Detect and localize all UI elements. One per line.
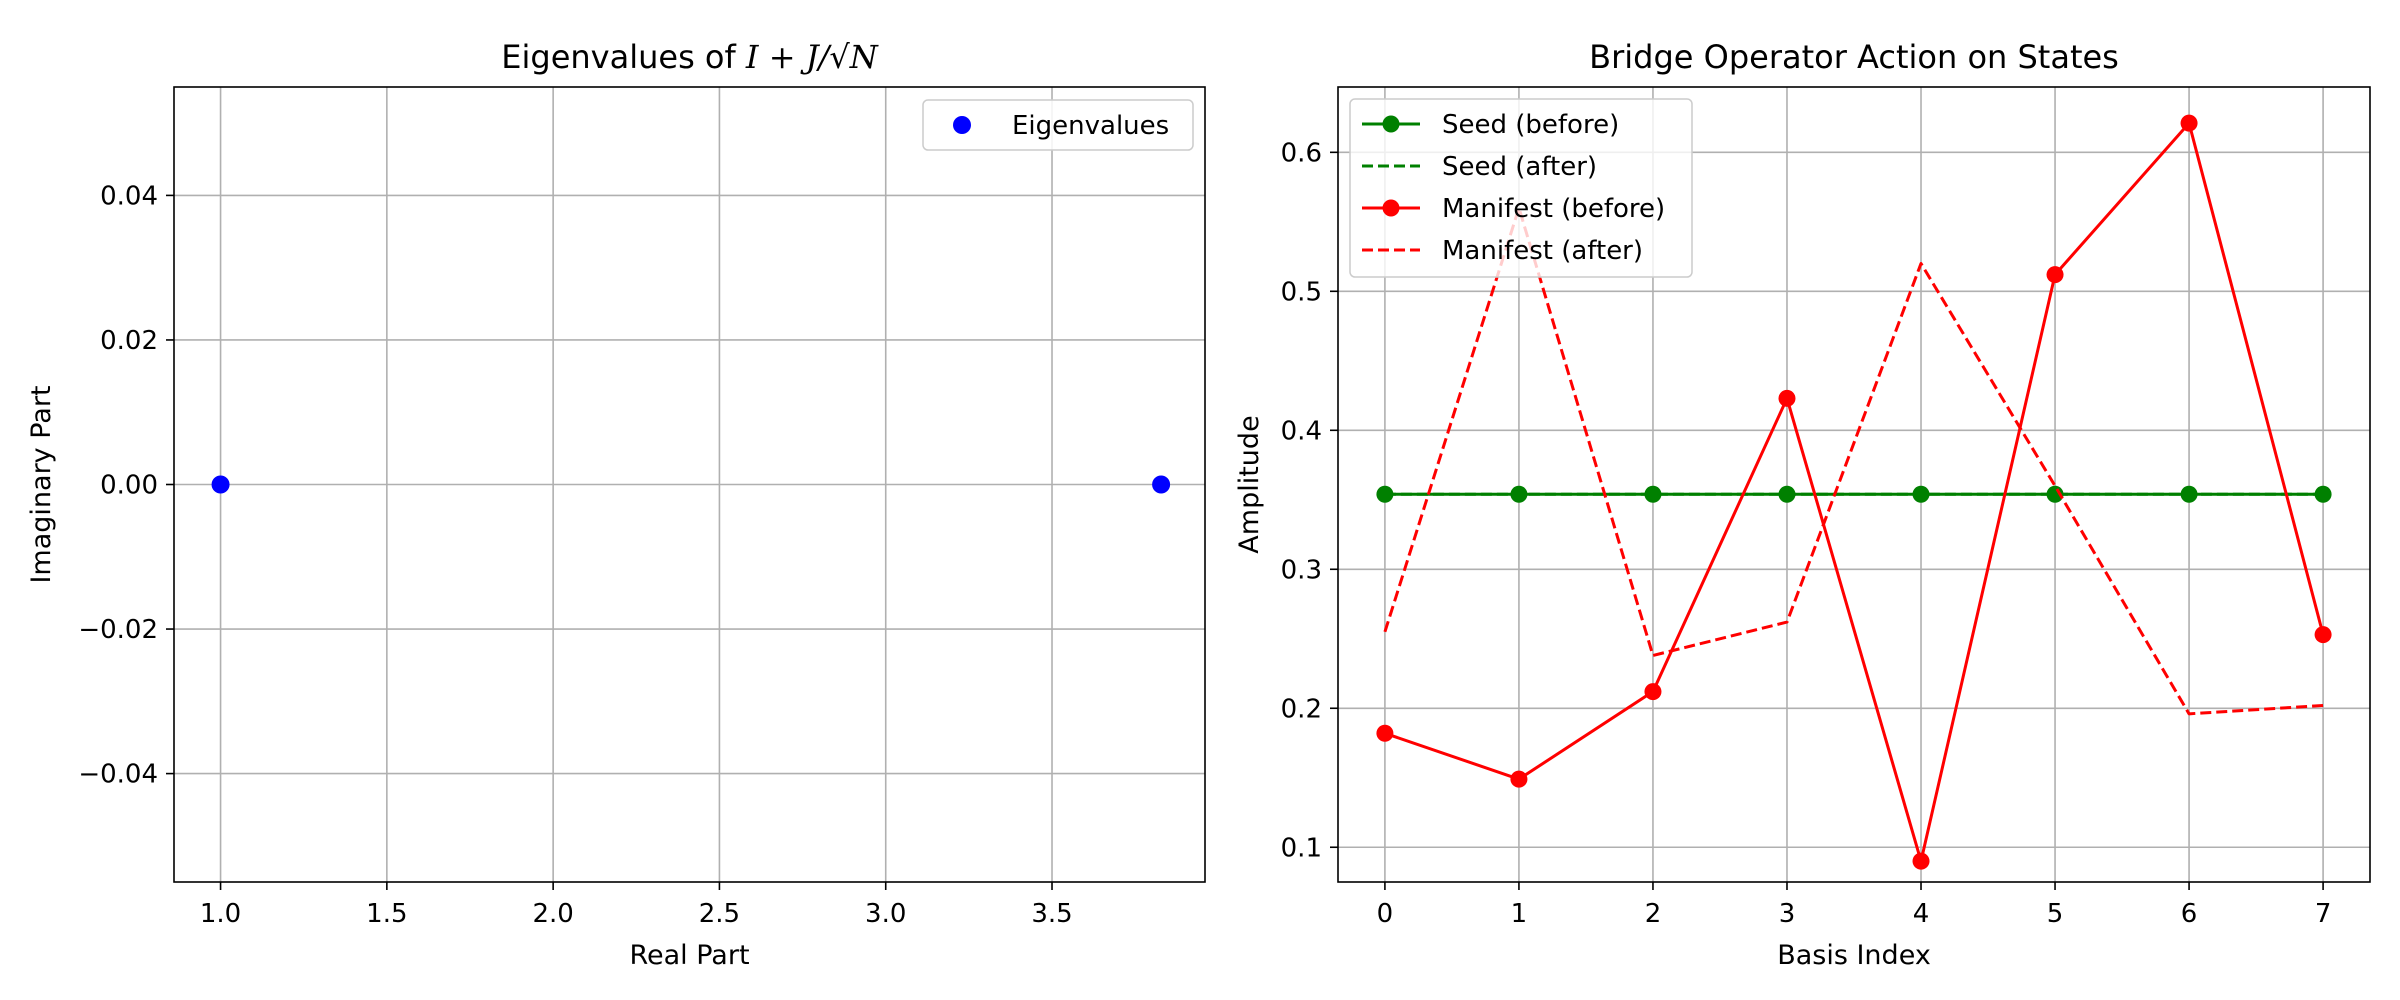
y-tick-label: 0.02 — [100, 326, 158, 356]
x-tick-label: 6 — [2181, 899, 2198, 929]
y-tick-label: 0.00 — [100, 471, 158, 501]
x-tick-label: 5 — [2047, 899, 2064, 929]
chart-title-prefix: Eigenvalues of — [501, 38, 746, 76]
y-tick-label: 0.5 — [1281, 277, 1322, 307]
series-point-manifest-before — [2180, 114, 2198, 132]
series-point-manifest-before — [1778, 389, 1796, 407]
eigenvalue-point — [1152, 475, 1171, 494]
legend-marker-eigenvalues — [953, 116, 971, 134]
series-point-seed-before — [1644, 485, 1662, 503]
y-tick-label: 0.6 — [1281, 138, 1322, 168]
series-point-seed-before — [2046, 485, 2064, 503]
x-axis-label: Real Part — [629, 940, 749, 971]
x-tick-label: 3 — [1779, 899, 1796, 929]
legend-label-manifest-after: Manifest (after) — [1442, 236, 1643, 266]
y-tick-label: −0.04 — [78, 760, 158, 790]
eigenvalue-scatter-panel: 1.0 1.5 2.0 2.5 3.0 3.5 −0.04 −0.02 0.00 0.02 0.04… — [26, 38, 1206, 971]
x-tick-label: 1.0 — [200, 899, 241, 929]
bridge-operator-line-panel: 0 1 2 3 4 5 6 7 0.1 0.2 0.3 0.4 0.5 0.6 Basis Index Amp… — [1234, 38, 2371, 971]
chart-title-math: I + J/√N — [745, 38, 879, 76]
x-tick-label: 2 — [1645, 899, 1662, 929]
x-tick-label: 1.5 — [366, 899, 407, 929]
eigenvalue-point — [211, 475, 230, 494]
y-axis-label: Amplitude — [1234, 415, 1265, 553]
series-point-manifest-before — [1912, 852, 1930, 870]
y-tick-label: 0.04 — [100, 181, 158, 211]
legend-label-seed-before: Seed (before) — [1442, 110, 1619, 140]
y-tick-label: 0.4 — [1281, 416, 1322, 446]
legend-label-eigenvalues: Eigenvalues — [1012, 111, 1169, 141]
chart-title: Bridge Operator Action on States — [1589, 38, 2119, 76]
legend: Eigenvalues — [922, 99, 1194, 151]
legend-marker-seed-before — [1382, 115, 1400, 133]
x-tick-label: 3.0 — [865, 899, 906, 929]
legend: Seed (before) Seed (after) Manifest (befor… — [1349, 98, 1693, 278]
series-point-manifest-before — [1376, 724, 1394, 742]
plot-frame — [1337, 86, 2371, 883]
chart-title: Eigenvalues of I + J/√N — [501, 38, 878, 76]
series-point-manifest-before — [1644, 683, 1662, 701]
x-tick-label: 2.0 — [532, 899, 573, 929]
y-tick-label: 0.2 — [1281, 694, 1322, 724]
legend-box — [922, 99, 1194, 151]
x-tick-label: 0 — [1377, 899, 1394, 929]
legend-label-seed-after: Seed (after) — [1442, 152, 1597, 182]
y-axis-label: Imaginary Part — [26, 385, 57, 583]
series-line-manifest-before — [1384, 121, 2325, 863]
x-tick-label: 7 — [2315, 899, 2332, 929]
x-tick-label: 1 — [1511, 899, 1528, 929]
y-tick-label: 0.1 — [1281, 833, 1322, 863]
plot-frame — [173, 86, 1206, 883]
y-tick-label: 0.3 — [1281, 555, 1322, 585]
x-tick-label: 2.5 — [699, 899, 740, 929]
series-point-manifest-before — [2314, 626, 2332, 644]
legend-box — [1349, 98, 1693, 278]
y-tick-label: −0.02 — [78, 615, 158, 645]
series-line-manifest-after — [1383, 206, 2324, 716]
legend-marker-manifest-before — [1382, 199, 1400, 217]
x-tick-label: 3.5 — [1031, 899, 1072, 929]
x-axis-label: Basis Index — [1777, 940, 1931, 971]
legend-label-manifest-before: Manifest (before) — [1442, 194, 1665, 224]
series-point-manifest-before — [2046, 266, 2064, 284]
series-point-manifest-before — [1510, 770, 1528, 788]
x-tick-label: 4 — [1913, 899, 1930, 929]
